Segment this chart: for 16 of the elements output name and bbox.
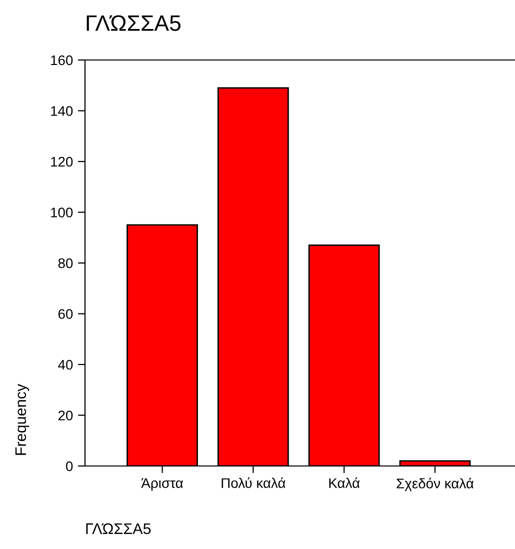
x-tick-label: Πολύ καλά: [222, 477, 286, 488]
x-axis-title: ΓΛΏΣΣΑ5: [86, 523, 151, 534]
y-tick-label: 20: [58, 410, 73, 420]
x-tick-label: Άριστα: [141, 478, 183, 491]
y-tick-label: 160: [51, 55, 73, 66]
y-tick-label: 140: [51, 106, 73, 116]
y-axis-title: Frequency: [15, 384, 30, 455]
x-tick-label: Σχεδόν καλά: [396, 478, 474, 492]
y-tick-label: 0: [66, 461, 73, 472]
y-tick-label: 80: [58, 258, 73, 268]
y-tick-label: 120: [51, 156, 73, 167]
x-tick-label: Καλά: [329, 477, 360, 488]
y-tick-label: 100: [51, 208, 73, 218]
chart-title: ΓΛΏΣΣΑ5: [86, 15, 180, 31]
y-tick-label: 60: [58, 309, 73, 319]
y-tick-label: 40: [58, 360, 73, 370]
